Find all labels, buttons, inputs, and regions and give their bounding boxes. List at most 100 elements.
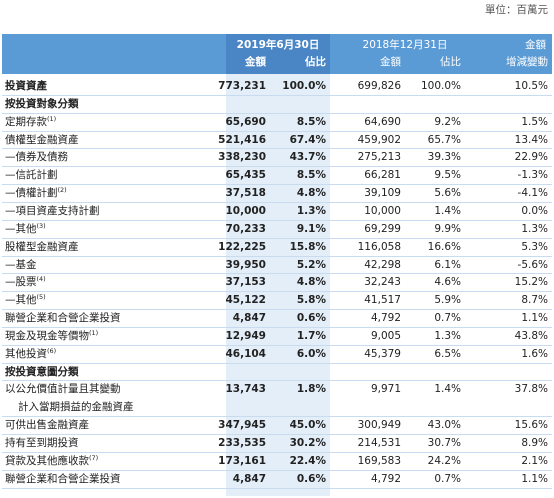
cell: 0.0% — [521, 204, 548, 217]
cell: 45.0% — [289, 419, 326, 432]
row-separator — [2, 380, 552, 382]
row-separator — [2, 434, 552, 435]
row-label-text: 貸款及其他應收款 — [5, 454, 89, 467]
cell: 0.6% — [296, 472, 326, 485]
cell: 8.7% — [521, 294, 548, 307]
row-separator — [2, 94, 552, 96]
row-label-text: 可供出售金融資產 — [5, 419, 89, 432]
row-label-text: —其他 — [5, 294, 37, 307]
cell: 43.7% — [289, 151, 326, 164]
column-header: 佔比 — [305, 56, 326, 68]
row-label: —其他(3) — [5, 222, 46, 236]
cell: 8.9% — [521, 437, 548, 449]
cell: 6.5% — [434, 347, 461, 360]
row-separator — [2, 219, 552, 221]
row-label-text: 現金及現金等價物 — [5, 329, 89, 342]
row-label: 聯營企業和合營企業投資 — [5, 311, 121, 325]
cell: 5.2% — [296, 258, 326, 271]
row-separator — [2, 487, 552, 489]
cell: -5.6% — [517, 258, 548, 271]
cell: 4.8% — [296, 187, 326, 200]
row-label: 可供出售金融資產 — [5, 418, 89, 432]
cell: 45,122 — [225, 294, 266, 307]
cell: 4,847 — [232, 312, 266, 325]
cell: 100.0% — [282, 80, 326, 92]
cell: 10.5% — [514, 80, 548, 92]
row-label: —債券及債務 — [5, 150, 68, 164]
cell: 1.6% — [521, 347, 548, 360]
cell: 116,058 — [357, 240, 401, 253]
cell: -4.1% — [517, 187, 548, 200]
row-note: (4) — [36, 275, 46, 284]
cell: 9.1% — [296, 222, 326, 235]
row-label-text: —信託計劃 — [5, 169, 58, 182]
cell: 22.4% — [289, 454, 326, 467]
row-label: 按投資對象分類 — [5, 97, 79, 111]
row-label-text: —股票 — [5, 276, 37, 289]
cell: 2.1% — [521, 454, 548, 467]
cell: 41,517 — [364, 294, 401, 307]
cell: 5.3% — [521, 240, 548, 253]
row-label: 持有至到期投資 — [5, 436, 79, 450]
row-separator — [2, 291, 552, 293]
row-separator — [2, 309, 552, 311]
row-label-text: —債權計劃 — [5, 187, 58, 200]
cell: 459,902 — [357, 133, 401, 146]
row-label-text: —其他 — [5, 222, 37, 235]
row-label-text: 定期存款 — [5, 115, 47, 128]
cell: 8.5% — [296, 115, 326, 128]
cell: 65,690 — [225, 115, 266, 128]
cell: 43.0% — [427, 419, 461, 432]
cell: 1.4% — [434, 204, 461, 217]
header-band-current — [226, 34, 330, 74]
cell: 46,104 — [225, 347, 266, 360]
period-current: 2019年6月30日 — [236, 39, 320, 51]
change-top: 金額 — [525, 39, 546, 51]
cell: 521,416 — [218, 133, 266, 146]
row-label: —基金 — [5, 258, 37, 272]
row-separator — [2, 451, 552, 453]
period-prior: 2018年12月31日 — [362, 39, 448, 51]
row-separator — [2, 273, 552, 275]
cell: 30.2% — [289, 437, 326, 449]
row-note: (1) — [89, 328, 99, 337]
row-separator — [2, 148, 552, 150]
cell: 66,281 — [364, 169, 401, 182]
row-separator — [2, 469, 552, 471]
cell: 15.2% — [514, 276, 548, 289]
cell: 70,233 — [225, 222, 266, 235]
cell: 4,847 — [232, 472, 266, 485]
row-label: 投資資產 — [5, 79, 47, 93]
row-label: 債權型金融資產 — [5, 133, 79, 147]
cell: 5.8% — [296, 294, 326, 307]
row-label: —其他(5) — [5, 293, 46, 307]
row-separator — [2, 112, 552, 114]
row-label-text: 按投資對象分類 — [5, 97, 79, 110]
row-label: 其他投資(6) — [5, 347, 56, 361]
row-label: 股權型金融資產 — [5, 240, 79, 254]
cell: 1.5% — [521, 115, 548, 128]
cell: 42,298 — [364, 258, 401, 271]
cell: 214,531 — [357, 437, 401, 449]
cell: 10,000 — [225, 204, 266, 217]
row-label: 聯營企業和合營企業投資 — [5, 472, 121, 486]
cell: 4.6% — [434, 276, 461, 289]
cell: 1.3% — [434, 329, 461, 342]
row-label-text: 債權型金融資產 — [5, 133, 79, 146]
row-label-text: 以公允價值計量且其變動 — [5, 383, 121, 396]
cell: 1.8% — [296, 383, 326, 396]
cell: 6.0% — [296, 347, 326, 360]
row-label-text: 其他投資 — [5, 347, 47, 360]
cell: 13,743 — [225, 383, 266, 396]
cell: 15.8% — [289, 240, 326, 253]
cell: 65,435 — [225, 169, 266, 182]
cell: 9.5% — [434, 169, 461, 182]
cell: 9,005 — [370, 329, 401, 342]
cell: 173,161 — [218, 454, 266, 467]
cell: 16.6% — [427, 240, 461, 253]
row-separator — [2, 237, 552, 239]
row-label: —股票(4) — [5, 275, 46, 289]
cell: 37,153 — [225, 276, 266, 289]
cell: 1.1% — [521, 312, 548, 325]
row-label-text: —項目資產支持計劃 — [5, 204, 100, 217]
